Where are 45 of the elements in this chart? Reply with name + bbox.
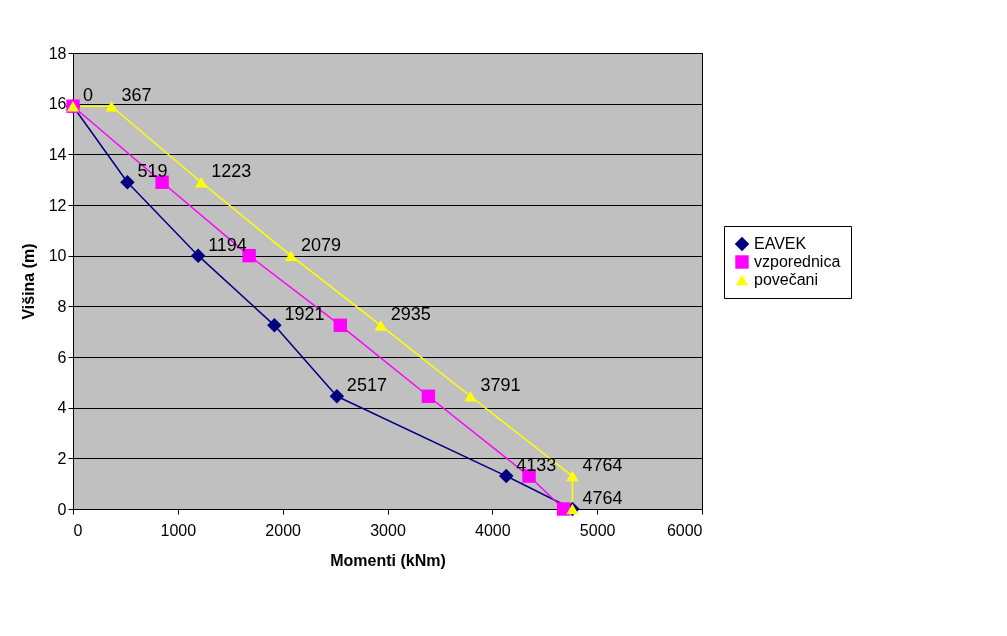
annotation: 367 <box>121 85 152 106</box>
legend-label: povečani <box>754 271 819 288</box>
point <box>190 248 206 263</box>
y-tick-label: 2 <box>57 449 67 467</box>
y-tick-label: 8 <box>57 297 67 315</box>
point <box>267 318 282 333</box>
point <box>195 176 208 188</box>
x-tick-label: 6000 <box>666 521 703 539</box>
y-tick-label: 12 <box>48 196 67 214</box>
point <box>499 468 514 484</box>
point <box>105 100 118 112</box>
y-axis-title: Višina (m) <box>19 243 37 320</box>
y-tick-label: 10 <box>48 247 67 265</box>
x-tick-label: 1000 <box>160 521 197 539</box>
y-tick-label: 6 <box>57 348 67 366</box>
point <box>333 318 348 333</box>
point <box>556 502 571 516</box>
point <box>464 390 477 402</box>
point <box>329 389 345 404</box>
point <box>421 389 436 403</box>
annotation: 2935 <box>390 304 431 325</box>
x-tick-label: 5000 <box>579 521 616 539</box>
annotation: 1223 <box>211 161 252 182</box>
annotation: 0 <box>83 85 94 106</box>
y-tick-label: 4 <box>57 399 67 417</box>
annotation: 1921 <box>284 304 325 325</box>
annotation: 4764 <box>582 488 623 508</box>
x-tick-label: 2000 <box>265 521 302 539</box>
point <box>374 320 387 331</box>
x-tick-label: 4000 <box>475 521 511 539</box>
annotation: 2079 <box>300 234 341 255</box>
x-tick-label: 0 <box>73 521 83 539</box>
y-tick-label: 16 <box>48 95 67 113</box>
y-tick-label: 0 <box>57 500 67 518</box>
point <box>120 174 135 190</box>
annotation: 2517 <box>346 375 387 396</box>
x-tick-label: 3000 <box>370 521 406 539</box>
x-axis-title: Momenti (kNm) <box>330 551 446 569</box>
y-tick-label: 18 <box>48 44 67 62</box>
point <box>566 470 579 482</box>
y-tick-label: 14 <box>48 145 67 163</box>
point <box>284 250 298 261</box>
legend-label: vzporednica <box>754 253 841 270</box>
legend-label: EAVEK <box>754 235 807 252</box>
annotation: 3791 <box>480 375 521 396</box>
